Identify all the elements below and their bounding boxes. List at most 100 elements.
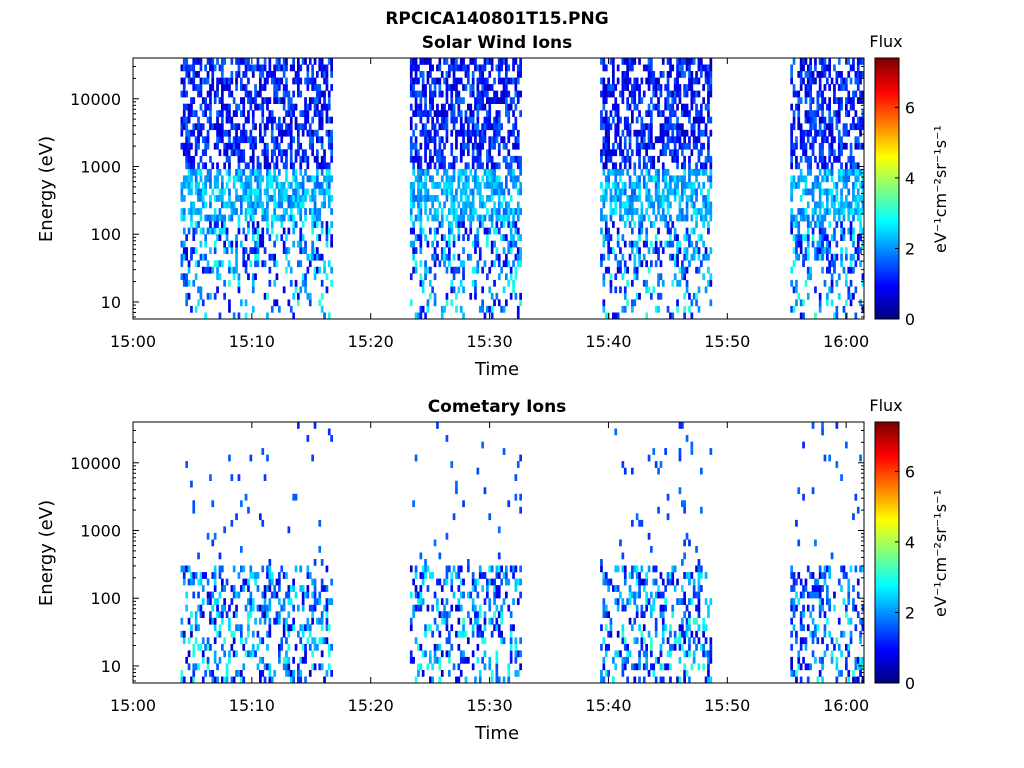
heatmap-cell [676, 214, 679, 222]
heatmap-cell [690, 630, 694, 638]
heatmap-cell [826, 201, 829, 209]
heatmap-cell [669, 90, 672, 98]
heatmap-cell [270, 305, 274, 313]
heatmap-cell [616, 312, 620, 320]
heatmap-cell [856, 162, 860, 170]
heatmap-cell [702, 116, 705, 124]
heatmap-cell [240, 630, 243, 638]
heatmap-cell [481, 123, 484, 131]
heatmap-cell [429, 149, 432, 157]
heatmap-cell [623, 260, 627, 268]
heatmap-cell [190, 611, 193, 618]
heatmap-cell [514, 643, 518, 651]
heatmap-cell [673, 643, 677, 651]
heatmap-cell [623, 123, 627, 131]
heatmap-cell [190, 480, 193, 488]
heatmap-cell [273, 214, 276, 222]
y-tick-label: 10000 [70, 90, 121, 109]
heatmap-cell [661, 149, 665, 157]
heatmap-cell [440, 598, 444, 605]
heatmap-cell [509, 247, 513, 254]
heatmap-cell [673, 273, 677, 281]
heatmap-cell [278, 578, 281, 586]
heatmap-cell [421, 279, 425, 287]
heatmap-cell [213, 240, 217, 248]
heatmap-cell [206, 90, 210, 98]
heatmap-cell [852, 227, 855, 235]
heatmap-cell [213, 90, 217, 98]
heatmap-cell [683, 591, 686, 599]
heatmap-cell [614, 129, 618, 137]
heatmap-cell [330, 116, 333, 124]
heatmap-cell [419, 142, 423, 150]
heatmap-cell [190, 182, 193, 189]
heatmap-cell [237, 227, 241, 235]
heatmap-cell [299, 64, 303, 72]
heatmap-cell [187, 260, 191, 268]
heatmap-cell [256, 90, 260, 98]
heatmap-cell [285, 253, 288, 261]
heatmap-cell [261, 565, 265, 573]
heatmap-cell [201, 253, 205, 261]
heatmap-cell [486, 116, 489, 124]
heatmap-cell [804, 97, 808, 104]
heatmap-cell [814, 58, 817, 65]
heatmap-cell [242, 188, 246, 196]
heatmap-cell [199, 64, 203, 72]
heatmap-cell [294, 175, 298, 183]
heatmap-cell [804, 247, 808, 254]
heatmap-cell [182, 142, 186, 150]
heatmap-cell [697, 565, 701, 573]
heatmap-cell [452, 513, 456, 521]
heatmap-cell [304, 624, 307, 632]
heatmap-cell [823, 58, 827, 65]
heatmap-cell [600, 123, 603, 131]
heatmap-cell [240, 175, 243, 183]
colorbar-step [875, 290, 899, 293]
heatmap-cell [431, 240, 434, 248]
heatmap-cell [197, 58, 200, 65]
heatmap-cell [459, 64, 463, 72]
heatmap-cell [206, 168, 210, 176]
heatmap-cell [676, 305, 679, 313]
heatmap-cell [318, 591, 322, 599]
heatmap-cell [325, 565, 329, 573]
heatmap-cell [502, 637, 506, 645]
heatmap-cell [320, 168, 324, 176]
heatmap-cell [417, 598, 420, 605]
heatmap-cell [273, 253, 276, 261]
heatmap-cell [628, 103, 632, 111]
heatmap-cell [251, 286, 255, 294]
heatmap-cell [497, 624, 501, 632]
heatmap-cell [320, 559, 324, 566]
heatmap-cell [417, 162, 420, 170]
heatmap-cell [697, 305, 701, 313]
heatmap-cell [299, 142, 303, 150]
heatmap-cell [266, 663, 269, 671]
heatmap-cell [192, 84, 196, 91]
heatmap-cell [609, 188, 613, 196]
heatmap-cell [247, 650, 250, 658]
heatmap-cell [859, 129, 862, 137]
heatmap-cell [270, 572, 274, 579]
heatmap-cell [254, 64, 257, 72]
heatmap-cell [421, 71, 425, 78]
heatmap-cell [256, 58, 260, 65]
heatmap-cell [412, 155, 415, 163]
heatmap-cell [488, 266, 492, 274]
heatmap-cell [497, 195, 501, 202]
heatmap-cell [678, 97, 682, 104]
heatmap-cell [304, 214, 307, 222]
heatmap-cell [659, 84, 663, 91]
heatmap-cell [500, 214, 503, 222]
heatmap-cell [206, 643, 210, 651]
heatmap-cell [621, 97, 625, 104]
heatmap-cell [609, 617, 613, 625]
heatmap-cell [299, 286, 303, 294]
heatmap-cell [833, 195, 836, 202]
heatmap-cell [709, 214, 713, 222]
heatmap-cell [604, 312, 608, 320]
heatmap-cell [455, 604, 458, 612]
heatmap-cell [294, 116, 298, 124]
heatmap-cell [688, 292, 691, 300]
